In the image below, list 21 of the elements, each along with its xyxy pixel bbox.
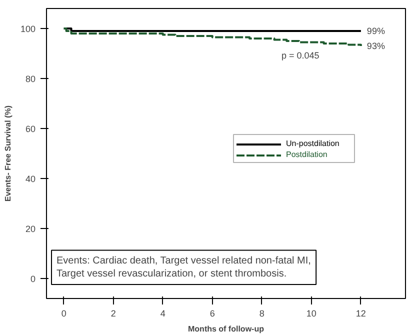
x-tick-label: 6: [210, 308, 215, 318]
y-tick-label: 20: [25, 224, 36, 234]
text: Un-postdilation: [286, 139, 340, 148]
y-tick-label: 40: [25, 174, 36, 184]
y-tick-label: 0: [30, 274, 36, 284]
x-tick-label: 12: [356, 308, 366, 318]
annotation: p = 0.045: [282, 50, 320, 60]
text: Postdilation: [286, 150, 328, 159]
annotation: 99%: [366, 26, 385, 36]
y-tick-label: 60: [25, 124, 36, 134]
x-tick-label: 0: [61, 308, 66, 318]
x-tick-label: 8: [259, 308, 264, 318]
annotation: 93%: [366, 41, 385, 51]
x-axis-title: Months of follow-up: [188, 324, 264, 334]
x-tick-label: 4: [160, 308, 166, 318]
x-tick-label: 10: [306, 308, 316, 318]
annotation: Events: Cardiac death, Target vessel related non-fatal MI, Target vessel revascularization, or stent thrombosis.: [56, 255, 311, 280]
x-tick-label: 2: [110, 308, 116, 318]
y-axis-title: Events- Free Survival (%): [3, 105, 12, 202]
y-tick-label: 100: [20, 24, 36, 34]
y-tick-label: 80: [25, 74, 36, 84]
